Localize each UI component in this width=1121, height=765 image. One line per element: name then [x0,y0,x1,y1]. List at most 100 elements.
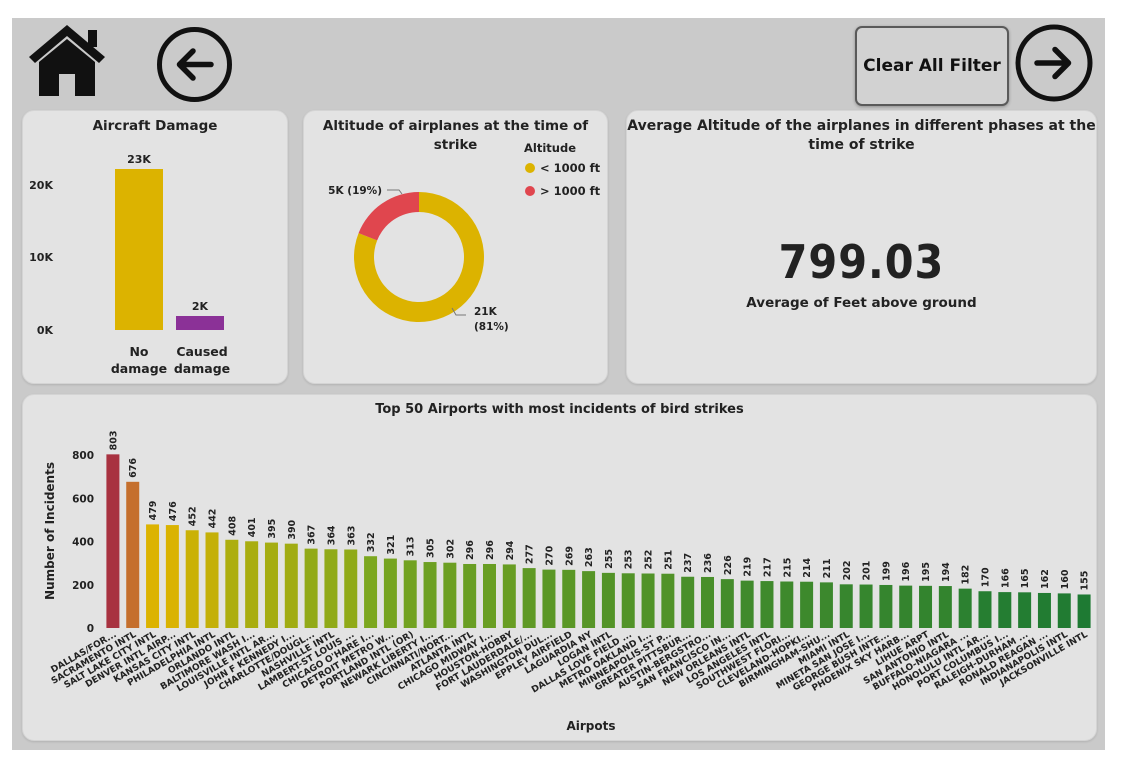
airport-bar[interactable] [1057,593,1071,628]
airports-x-axis-title: Airpots [566,719,615,733]
airport-value-label: 401 [247,517,258,537]
airport-bar[interactable] [839,584,853,628]
airport-bar[interactable] [562,569,576,628]
airport-bar[interactable] [225,539,239,628]
airport-value-label: 367 [307,525,318,545]
caused-damage-bar[interactable] [176,316,224,330]
airport-bar[interactable] [165,525,179,628]
altitude-card: Altitude of airplanes at the time of str… [303,110,608,384]
airport-value-label: 253 [624,549,635,569]
airport-bar[interactable] [819,582,833,628]
top-airports-title: Top 50 Airports with most incidents of b… [375,402,744,417]
average-altitude-title-line1: Average Altitude of the airplanes in dif… [627,118,1096,134]
airport-bar[interactable] [324,549,338,628]
airport-value-label: 255 [604,549,615,569]
airport-bar[interactable] [681,576,695,628]
airport-bar[interactable] [760,581,774,628]
low-altitude-slice[interactable] [354,192,484,322]
airport-bar[interactable] [304,548,318,628]
legend-marker-high-altitude [525,186,535,196]
airport-bar[interactable] [482,563,496,628]
airport-bar[interactable] [1037,592,1051,628]
airport-bar[interactable] [185,530,199,628]
airport-bar[interactable] [720,579,734,628]
airport-bar[interactable] [284,543,298,628]
airport-bar[interactable] [641,573,655,628]
airport-value-label: 236 [703,553,714,573]
airport-bar[interactable] [899,585,913,628]
legend-label-low-altitude[interactable]: < 1000 ft [540,161,601,175]
damage-tick-label: 20K [29,179,53,192]
airport-bar[interactable] [383,558,397,628]
airport-value-label: 305 [426,538,437,558]
airport-bar[interactable] [879,584,893,628]
airport-value-label: 214 [802,558,813,578]
airport-bar[interactable] [542,569,556,628]
high-altitude-slice[interactable] [358,192,419,241]
arrow-left-icon [157,27,232,102]
airport-bar[interactable] [919,585,933,628]
airport-value-label: 194 [941,562,952,582]
airport-bar[interactable] [740,580,754,628]
airport-value-label: 211 [822,559,833,579]
airport-bar[interactable] [1018,592,1032,628]
airports-y-tick-label: 0 [87,623,94,635]
airport-value-label: 182 [961,565,972,585]
average-altitude-title-line2: time of strike [808,137,915,153]
airport-bar[interactable] [661,573,675,628]
airport-bar[interactable] [859,584,873,628]
airport-bar[interactable] [582,571,596,628]
airport-bar[interactable] [364,556,378,628]
airport-bar[interactable] [938,586,952,628]
airport-bar[interactable] [601,572,615,628]
airport-bar[interactable] [264,542,278,628]
airport-bar[interactable] [621,573,635,628]
aircraft-damage-chart: 20K 10K 0K 23K 2K [29,153,224,337]
clear-all-filter-button[interactable]: Clear All Filter [855,26,1009,106]
damage-tick-label: 10K [29,251,53,264]
airport-bar[interactable] [245,541,259,628]
legend-marker-low-altitude [525,163,535,173]
airport-bar[interactable] [205,532,219,628]
airport-bar[interactable] [423,562,437,628]
back-button[interactable] [156,26,233,103]
airport-value-label: 170 [980,567,991,587]
top-airports-card: Top 50 Airports with most incidents of b… [22,394,1097,741]
airports-y-tick-label: 600 [72,493,94,505]
airport-value-label: 313 [406,536,417,556]
airport-bar[interactable] [998,592,1012,628]
dashboard-canvas: Clear All Filter Aircraft Damage 20K 10K… [12,18,1105,750]
airport-bar[interactable] [800,581,814,628]
airport-value-label: 408 [227,516,238,536]
airport-bar[interactable] [463,563,477,628]
airports-y-tick-label: 400 [72,537,94,549]
airport-value-label: 166 [1000,568,1011,588]
airport-bar[interactable] [126,481,140,628]
airport-value-label: 452 [188,506,199,526]
forward-button[interactable] [1015,24,1093,102]
home-button[interactable] [26,22,108,98]
airport-bar[interactable] [344,549,358,628]
altitude-title: Altitude of airplanes at the time of str… [322,118,589,153]
airport-bar[interactable] [701,576,715,628]
airport-value-label: 442 [208,509,219,529]
airport-bar[interactable] [502,564,516,628]
airport-bar[interactable] [522,568,536,628]
airport-bar[interactable] [146,524,160,628]
airport-bar[interactable] [780,581,794,628]
airport-bar[interactable] [106,454,120,628]
airport-value-label: 160 [1060,569,1071,589]
airport-bar[interactable] [403,560,417,628]
airport-bar[interactable] [958,588,972,628]
airport-value-label: 196 [901,561,912,581]
average-altitude-label: Average of Feet above ground [746,295,977,311]
no-damage-bar[interactable] [115,169,163,330]
airports-y-axis-title: Number of Incidents [43,462,57,600]
low-altitude-slice-percent: (81%) [474,321,509,333]
legend-label-high-altitude[interactable]: > 1000 ft [540,184,601,198]
airport-bar[interactable] [978,591,992,628]
airport-value-label: 251 [663,550,674,570]
caused-damage-value-label: 2K [192,300,209,313]
airport-bar[interactable] [443,562,457,628]
airport-bar[interactable] [1077,594,1091,628]
